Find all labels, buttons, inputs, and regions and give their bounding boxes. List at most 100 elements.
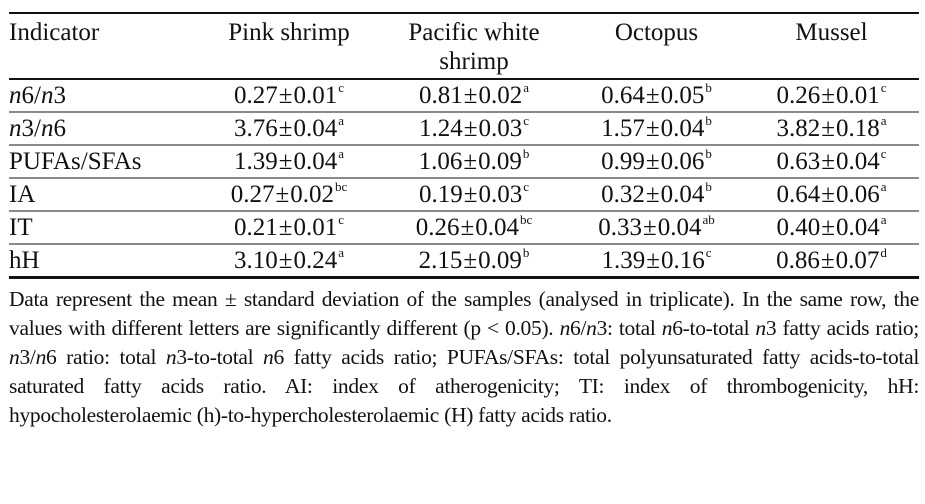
indicator-label: n6/n3 [9,82,66,109]
mean-value: 0.81 [418,82,463,109]
value-cell-pink-shrimp: 3.76±0.04a [199,112,379,145]
sd-value: 0.24 [293,247,338,274]
significance-letter: bc [519,212,533,227]
value-cell-pink-shrimp: 0.21±0.01c [199,211,379,244]
column-header-pacific-white-shrimp: Pacific white shrimp [408,19,540,75]
sd-value: 0.01 [835,82,880,109]
plus-minus-symbol: ± [460,214,475,241]
mean-value: 0.86 [776,247,820,274]
significance-letter: c [880,80,887,95]
table-row: IA 0.27±0.02bc 0.19±0.03c 0.32±0.04b 0.64±0.… [9,178,919,211]
mean-value: 3.76 [233,115,278,142]
sd-value: 0.09 [478,148,522,175]
plus-minus-symbol: ± [821,115,835,142]
mean-value: 0.63 [776,148,821,175]
sd-value: 0.04 [660,115,705,142]
value-cell-pacific-white-shrimp: 1.06±0.09b [379,145,569,178]
mean-value: 2.15 [418,247,463,274]
sd-value: 0.04 [293,148,338,175]
significance-letter: a [880,179,887,194]
sd-value: 0.09 [478,247,522,274]
indicator-label: IA [9,181,36,208]
significance-letter: b [705,179,712,194]
table-header: Indicator Pink shrimp Pacific white shri… [9,13,919,79]
mean-value: 1.39 [601,247,646,274]
significance-letter: b [522,245,530,260]
value-cell-mussel: 0.26±0.01c [744,79,919,112]
significance-letter: a [338,245,344,260]
value-cell-mussel: 3.82±0.18a [744,112,919,145]
mean-value: 0.27 [230,181,275,208]
significance-letter: c [880,146,887,161]
significance-letter: bc [334,179,348,194]
plus-minus-symbol: ± [463,82,478,109]
mean-value: 1.06 [418,148,463,175]
sd-value: 0.03 [478,181,523,208]
significance-letter: d [880,245,887,260]
sd-value: 0.02 [478,82,523,109]
significance-letter: c [338,80,344,95]
value-cell-pacific-white-shrimp: 0.19±0.03c [379,178,569,211]
mean-value: 0.40 [776,214,821,241]
mean-value: 0.33 [598,214,642,241]
value-cell-octopus: 0.99±0.06b [569,145,744,178]
plus-minus-symbol: ± [821,181,835,208]
table-row: n6/n3 0.27±0.01c 0.81±0.02a 0.64±0.05b 0.26±… [9,79,919,112]
table-row: n3/n6 3.76±0.04a 1.24±0.03c 1.57±0.04b 3.82±… [9,112,919,145]
plus-minus-symbol: ± [820,247,835,274]
value-cell-pink-shrimp: 0.27±0.01c [199,79,379,112]
significance-letter: c [338,212,344,227]
sd-value: 0.04 [475,214,519,241]
indicator-label: PUFAs/SFAs [9,148,142,175]
table-row: IT 0.21±0.01c 0.26±0.04bc 0.33±0.04ab 0.40±0… [9,211,919,244]
mean-value: 0.64 [601,82,645,109]
significance-letter: a [880,113,887,128]
sd-value: 0.04 [835,148,880,175]
column-header-octopus: Octopus [614,19,699,46]
plus-minus-symbol: ± [821,214,835,241]
significance-letter: b [522,146,530,161]
plus-minus-symbol: ± [278,148,293,175]
mean-value: 0.21 [233,214,278,241]
column-header-mussel: Mussel [795,19,868,46]
value-cell-pink-shrimp: 3.10±0.24a [199,244,379,278]
mean-value: 0.26 [415,214,460,241]
mean-value: 3.10 [233,247,278,274]
sd-value: 0.01 [293,82,338,109]
sd-value: 0.06 [835,181,880,208]
plus-minus-symbol: ± [463,148,478,175]
plus-minus-symbol: ± [278,115,293,142]
value-cell-pacific-white-shrimp: 1.24±0.03c [379,112,569,145]
mean-value: 0.19 [418,181,463,208]
value-cell-mussel: 0.63±0.04c [744,145,919,178]
sd-value: 0.04 [660,181,705,208]
sd-value: 0.16 [660,247,705,274]
header-row: Indicator Pink shrimp Pacific white shri… [9,13,919,79]
table-footnote: Data represent the mean ± standard devia… [9,287,919,427]
value-cell-pacific-white-shrimp: 2.15±0.09b [379,244,569,278]
significance-letter: b [705,80,712,95]
indicator-label: hH [9,247,40,274]
document: Indicator Pink shrimp Pacific white shri… [9,12,919,452]
sd-value: 0.04 [835,214,880,241]
significance-letter: c [523,179,529,194]
value-cell-mussel: 0.40±0.04a [744,211,919,244]
mean-value: 0.32 [601,181,645,208]
sd-value: 0.07 [835,247,880,274]
mean-value: 0.26 [776,82,821,109]
mean-value: 1.39 [233,148,278,175]
sd-value: 0.02 [290,181,334,208]
plus-minus-symbol: ± [646,247,660,274]
significance-letter: ab [702,212,715,227]
column-header-pink-shrimp: Pink shrimp [228,19,350,46]
value-cell-mussel: 0.64±0.06a [744,178,919,211]
table-row: PUFAs/SFAs 1.39±0.04a 1.06±0.09b 0.99±0.06b… [9,145,919,178]
sd-value: 0.03 [478,115,523,142]
significance-letter: b [705,146,712,161]
plus-minus-symbol: ± [645,181,660,208]
significance-letter: c [705,245,712,260]
significance-letter: a [880,212,887,227]
value-cell-octopus: 0.32±0.04b [569,178,744,211]
significance-letter: b [705,113,712,128]
significance-letter: a [523,80,529,95]
